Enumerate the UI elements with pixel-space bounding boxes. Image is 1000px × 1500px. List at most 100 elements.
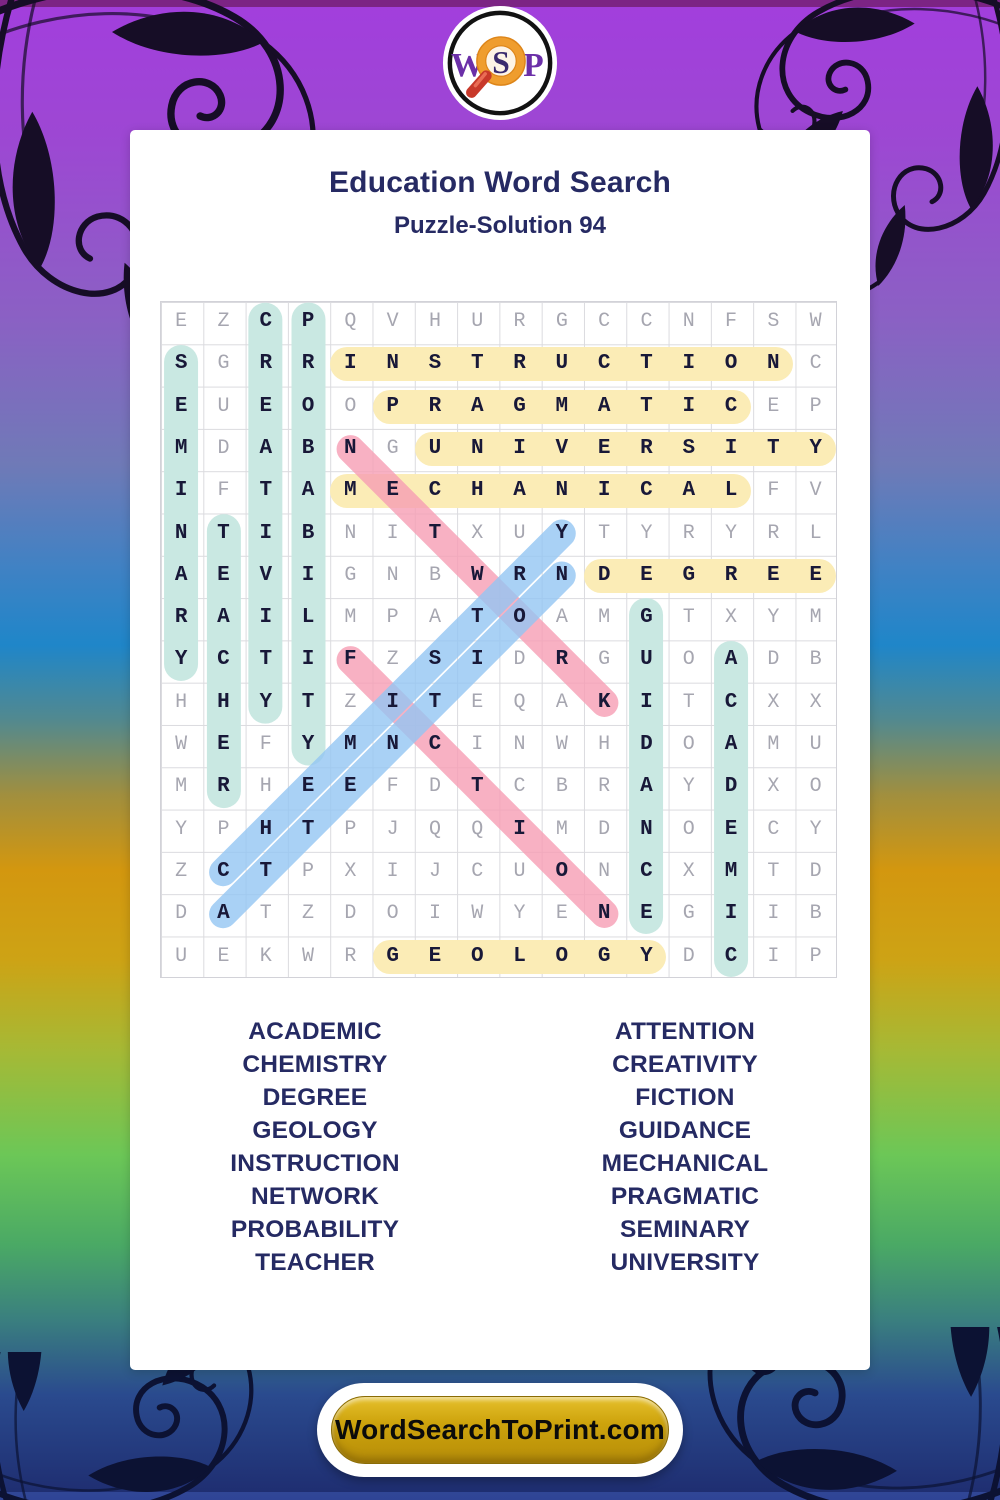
grid-letter: Q bbox=[344, 310, 357, 333]
grid-letter: Q bbox=[428, 817, 441, 841]
top-border-strip bbox=[0, 0, 1000, 7]
grid-letter: R bbox=[767, 521, 780, 545]
grid-letter: A bbox=[217, 902, 230, 926]
grid-letter: T bbox=[301, 817, 315, 841]
grid-letter: E bbox=[386, 479, 399, 503]
grid-letter: E bbox=[259, 394, 273, 418]
grid-letter: S bbox=[428, 352, 442, 376]
grid-letter: A bbox=[259, 436, 273, 460]
grid-letter: R bbox=[344, 944, 357, 968]
grid-letter: R bbox=[174, 606, 188, 630]
grid-letter: S bbox=[174, 352, 188, 376]
grid-letter: D bbox=[175, 902, 188, 926]
wsp-logo[interactable]: W P S bbox=[441, 4, 559, 122]
grid-letter: R bbox=[724, 563, 738, 587]
grid-letter: Z bbox=[386, 648, 399, 672]
grid-letter: U bbox=[555, 352, 569, 376]
solution-highlight-degree bbox=[584, 558, 836, 593]
grid-letter: L bbox=[513, 944, 526, 968]
page-title: Education Word Search bbox=[328, 166, 672, 199]
grid-letter: C bbox=[428, 733, 442, 756]
website-button-label: WordSearchToPrint.com bbox=[335, 1414, 665, 1445]
solution-highlight-instruction bbox=[330, 347, 794, 382]
grid-letter: A bbox=[682, 479, 696, 503]
grid-letter: O bbox=[682, 648, 695, 672]
grid-letter: I bbox=[386, 690, 399, 714]
grid-letter: C bbox=[724, 394, 738, 418]
grid-letter: P bbox=[386, 606, 399, 630]
grid-letter: N bbox=[470, 436, 484, 460]
grid-letter: A bbox=[174, 563, 188, 587]
grid-letter: O bbox=[682, 733, 695, 756]
page-subtitle: Puzzle-Solution 94 bbox=[393, 212, 606, 239]
grid-letter: I bbox=[597, 479, 611, 503]
word-list-item: INSTRUCTION bbox=[230, 1150, 400, 1177]
grid-letter: I bbox=[767, 944, 780, 968]
grid-letter: I bbox=[174, 479, 188, 503]
grid-letter: F bbox=[386, 775, 399, 799]
word-list-item: DEGREE bbox=[262, 1084, 368, 1111]
grid-letter: V bbox=[259, 563, 273, 587]
website-button[interactable]: WordSearchToPrint.com bbox=[317, 1383, 683, 1477]
grid-letter: J bbox=[386, 817, 399, 841]
grid-letter: T bbox=[259, 859, 273, 883]
word-list-item: FICTION bbox=[635, 1084, 735, 1111]
grid-letter: T bbox=[301, 690, 315, 714]
grid-letter: I bbox=[428, 902, 441, 926]
grid-letter: P bbox=[217, 817, 230, 841]
grid-letter: M bbox=[555, 394, 569, 418]
grid-letter: D bbox=[428, 775, 441, 799]
grid-letter: A bbox=[724, 733, 738, 756]
grid-letter: Y bbox=[640, 521, 653, 545]
grid-letter: I bbox=[344, 352, 357, 376]
grid-letter: E bbox=[174, 394, 188, 418]
grid-letter: Z bbox=[344, 690, 357, 714]
grid-letter: Y bbox=[301, 733, 315, 756]
grid-letter: Y bbox=[259, 690, 273, 714]
grid-letter: H bbox=[598, 733, 611, 756]
grid-letter: F bbox=[217, 479, 230, 503]
grid-letter: M bbox=[174, 436, 188, 460]
grid-letter: D bbox=[640, 733, 653, 756]
word-list-item: GUIDANCE bbox=[618, 1117, 752, 1144]
grid-letter: P bbox=[809, 944, 822, 968]
grid-letter: D bbox=[682, 944, 695, 968]
grid-letter: I bbox=[513, 817, 526, 841]
grid-letter: R bbox=[555, 648, 569, 672]
grid-letter: R bbox=[598, 775, 611, 799]
grid-letter: V bbox=[386, 310, 399, 333]
grid-letter: R bbox=[259, 352, 273, 376]
word-list-item: TEACHER bbox=[255, 1249, 375, 1276]
grid-letter: Y bbox=[809, 817, 822, 841]
grid-letter: P bbox=[809, 394, 822, 418]
solution-highlight-geology bbox=[372, 939, 667, 974]
grid-letter: E bbox=[640, 563, 653, 587]
grid-letter: I bbox=[259, 521, 273, 545]
word-list-item: PRAGMATIC bbox=[610, 1183, 760, 1210]
grid-letter: R bbox=[640, 436, 653, 460]
grid-letter: L bbox=[809, 521, 822, 545]
grid-letter: J bbox=[428, 859, 441, 883]
grid-letter: C bbox=[640, 859, 653, 883]
grid-letter: C bbox=[597, 352, 611, 376]
grid-letter: A bbox=[555, 690, 568, 714]
grid-letter: M bbox=[767, 733, 780, 756]
grid-letter: T bbox=[217, 521, 230, 545]
grid-letter: B bbox=[809, 902, 822, 926]
grid-letter: W bbox=[470, 563, 484, 587]
grid-letter: G bbox=[386, 944, 399, 968]
bottom-border-strip bbox=[0, 1492, 1000, 1500]
word-list-item: SEMINARY bbox=[619, 1216, 750, 1243]
grid-letter: B bbox=[428, 563, 441, 587]
grid-letter: O bbox=[386, 902, 399, 926]
grid-letter: D bbox=[767, 648, 780, 672]
grid-letter: Z bbox=[302, 902, 315, 926]
grid-letter: Y bbox=[682, 775, 695, 799]
website-button-face[interactable]: WordSearchToPrint.com bbox=[331, 1396, 669, 1464]
grid-letter: H bbox=[175, 690, 188, 714]
grid-letter: D bbox=[344, 902, 357, 926]
grid-letter: N bbox=[597, 902, 611, 926]
grid-letter: A bbox=[724, 648, 738, 672]
grid-letter: G bbox=[640, 606, 653, 630]
